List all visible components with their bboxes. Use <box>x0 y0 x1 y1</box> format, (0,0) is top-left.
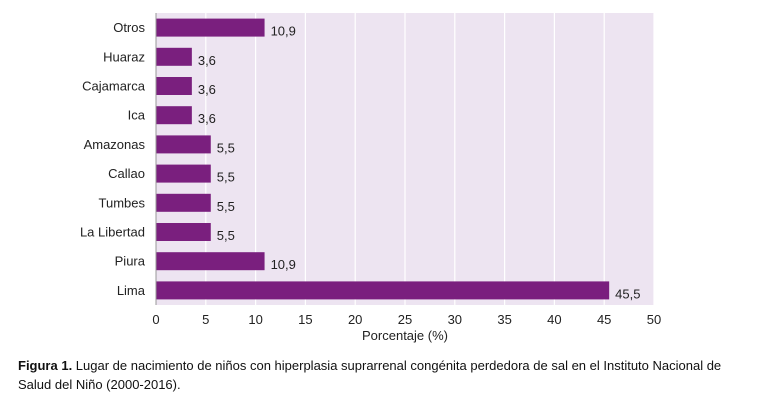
category-label: Piura <box>115 254 146 269</box>
x-tick-label: 25 <box>398 312 412 327</box>
x-tick-label: 10 <box>248 312 262 327</box>
grid-lines <box>205 13 655 305</box>
data-label: 3,6 <box>198 53 216 68</box>
data-labels: 10,93,63,63,65,55,55,55,510,945,5 <box>198 24 641 302</box>
bar <box>156 77 192 95</box>
data-label: 3,6 <box>198 111 216 126</box>
x-tick-label: 20 <box>348 312 362 327</box>
bar <box>156 47 192 66</box>
data-label: 3,6 <box>198 82 216 97</box>
category-label: Cajamarca <box>82 79 146 94</box>
bar <box>156 281 610 300</box>
data-label: 45,5 <box>615 286 640 301</box>
bar-chart: Otros Huaraz Cajamarca Ica Amazonas Callao Tum… <box>80 13 661 343</box>
x-tick-label: 40 <box>547 312 561 327</box>
x-tick-label: 45 <box>597 312 611 327</box>
category-label: Otros <box>113 20 145 35</box>
data-label: 5,5 <box>217 228 235 243</box>
caption-text: Lugar de nacimiento de niños con hiperpl… <box>18 358 722 392</box>
data-label: 10,9 <box>271 24 296 39</box>
data-label: 5,5 <box>217 199 235 214</box>
x-tick-label: 30 <box>448 312 462 327</box>
x-tick-label: 50 <box>647 312 661 327</box>
category-label: Ica <box>128 108 146 123</box>
category-label: Callao <box>108 166 145 181</box>
category-label: La Libertad <box>80 225 145 240</box>
data-label: 10,9 <box>271 257 296 272</box>
category-label: Huaraz <box>103 49 145 64</box>
x-tick-label: 35 <box>497 312 511 327</box>
caption-label: Figura 1. <box>18 358 73 373</box>
bar <box>156 252 265 271</box>
category-label: Amazonas <box>84 137 146 152</box>
bar <box>156 106 192 125</box>
x-tick-label: 5 <box>202 312 209 327</box>
x-tick-label: 0 <box>152 312 159 327</box>
figure-caption: Figura 1. Lugar de nacimiento de niños c… <box>18 356 756 394</box>
bar <box>156 193 211 212</box>
data-label: 5,5 <box>217 140 235 155</box>
x-tick-labels: 0 5 10 15 20 25 30 35 40 45 50 <box>152 312 661 327</box>
bar <box>156 164 211 183</box>
bar <box>156 135 211 154</box>
x-axis-title: Porcentaje (%) <box>362 328 448 343</box>
x-tick-label: 15 <box>298 312 312 327</box>
category-label: Tumbes <box>99 195 146 210</box>
bars-group <box>156 18 610 300</box>
category-labels: Otros Huaraz Cajamarca Ica Amazonas Callao Tum… <box>80 20 146 298</box>
category-label: Lima <box>117 283 146 298</box>
bar <box>156 18 265 37</box>
bar <box>156 223 211 241</box>
data-label: 5,5 <box>217 170 235 185</box>
